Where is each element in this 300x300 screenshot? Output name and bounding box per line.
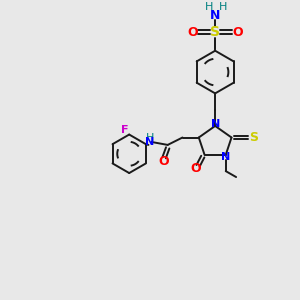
Text: S: S bbox=[210, 25, 220, 39]
Text: O: O bbox=[159, 155, 170, 168]
Text: N: N bbox=[211, 118, 220, 129]
Text: H: H bbox=[219, 2, 228, 13]
Text: N: N bbox=[210, 9, 220, 22]
Text: H: H bbox=[205, 2, 213, 13]
Text: F: F bbox=[121, 125, 128, 135]
Text: N: N bbox=[145, 137, 154, 147]
Text: O: O bbox=[188, 26, 198, 39]
Text: S: S bbox=[249, 131, 258, 144]
Text: N: N bbox=[221, 152, 230, 162]
Text: O: O bbox=[190, 162, 201, 175]
Text: O: O bbox=[232, 26, 243, 39]
Text: H: H bbox=[146, 133, 154, 142]
